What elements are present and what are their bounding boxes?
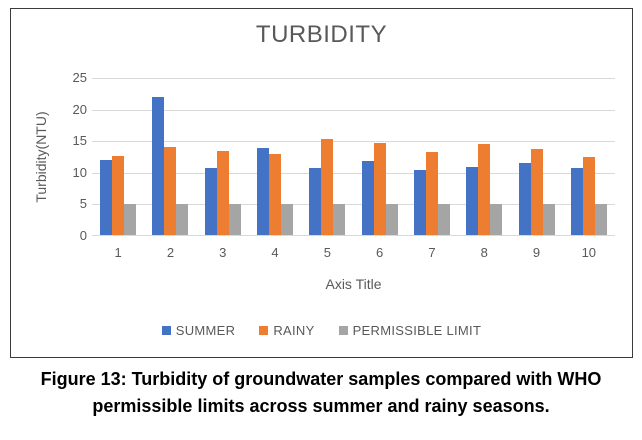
x-tick-label: 2: [166, 245, 175, 260]
plot-area: [92, 78, 615, 236]
x-tick-label: 3: [219, 245, 227, 260]
bar-summer-6: [361, 161, 374, 236]
y-tick-label: 0: [79, 228, 87, 243]
figure-caption: Figure 13: Turbidity of groundwater samp…: [0, 366, 642, 420]
y-axis-title: Turbidity(NTU): [33, 111, 49, 203]
bar-rainy-5: [321, 138, 334, 236]
legend-swatch-icon: [259, 326, 269, 335]
bar-summer-5: [309, 168, 322, 236]
legend-swatch-icon: [161, 326, 171, 335]
bar-rainy-10: [582, 157, 595, 236]
bar-summer-8: [466, 167, 479, 236]
bar-group-10: [563, 78, 615, 236]
bar-permissible-limit-8: [490, 204, 503, 236]
legend-label: RAINY: [273, 323, 315, 338]
bar-summer-2: [152, 96, 165, 236]
x-axis-ticks: 1 2 3 4 5 6 7 8 9 10: [92, 245, 615, 260]
bar-summer-4: [257, 147, 270, 236]
bar-group-3: [197, 78, 249, 236]
bar-permissible-limit-5: [333, 204, 346, 236]
x-axis-title: Axis Title: [325, 276, 382, 292]
x-tick-label: 4: [271, 245, 279, 260]
bar-summer-7: [413, 170, 426, 236]
y-tick-label: 10: [72, 164, 87, 180]
bar-rainy-4: [269, 154, 282, 236]
bar-group-4: [249, 78, 301, 236]
bar-rainy-6: [373, 143, 386, 236]
legend-item-rainy: RAINY: [259, 323, 314, 338]
bar-permissible-limit-9: [542, 204, 555, 236]
bar-group-2: [144, 78, 196, 236]
y-tick-label: 5: [79, 196, 87, 212]
y-axis-ticks: 25 20 15 10 5 0: [55, 71, 87, 243]
gridline: [92, 109, 615, 111]
gridline: [92, 78, 615, 79]
legend-item-permissible-limit: PERMISSIBLE LIMIT: [338, 323, 482, 338]
x-tick-label: 6: [376, 245, 384, 260]
y-tick-label: 15: [72, 133, 87, 149]
bar-rainy-3: [216, 150, 229, 236]
bar-rainy-8: [478, 144, 491, 236]
bar-summer-10: [570, 167, 583, 236]
x-tick-label: 10: [581, 245, 597, 260]
x-tick-label: 5: [323, 245, 331, 260]
bar-group-6: [353, 78, 405, 236]
figure-caption-line-1: Figure 13: Turbidity of groundwater samp…: [40, 369, 602, 389]
bar-permissible-limit-6: [385, 204, 398, 236]
bar-permissible-limit-7: [437, 204, 450, 236]
bar-permissible-limit-2: [176, 204, 189, 236]
bar-group-9: [510, 78, 562, 236]
bar-rainy-7: [425, 151, 438, 236]
x-tick-label: 1: [114, 245, 122, 260]
bar-permissible-limit-4: [281, 204, 294, 236]
chart-title: TURBIDITY: [255, 21, 388, 48]
legend-label: SUMMER: [175, 323, 236, 338]
gridline: [92, 172, 615, 174]
figure-caption-line-2: permissible limits across summer and rai…: [92, 396, 550, 416]
y-tick-label: 25: [72, 70, 87, 85]
bar-group-7: [406, 78, 458, 236]
bar-summer-9: [518, 163, 531, 236]
bar-rainy-2: [164, 146, 177, 236]
bar-rainy-1: [112, 156, 125, 236]
bar-permissible-limit-3: [228, 204, 241, 236]
x-tick-label: 7: [428, 245, 436, 260]
legend-swatch-icon: [338, 326, 348, 335]
x-axis-line: [92, 235, 615, 236]
x-tick-label: 9: [532, 245, 541, 260]
bar-permissible-limit-10: [594, 204, 607, 236]
bar-summer-1: [100, 160, 113, 236]
gridline: [92, 204, 615, 206]
bar-permissible-limit-1: [124, 204, 137, 236]
y-tick-label: 20: [72, 101, 87, 117]
gridline: [92, 141, 615, 143]
x-tick-label: 8: [480, 245, 488, 260]
legend-label: PERMISSIBLE LIMIT: [352, 323, 482, 338]
bar-summer-3: [204, 167, 217, 236]
bar-group-1: [92, 78, 144, 236]
bar-group-5: [301, 78, 353, 236]
legend-item-summer: SUMMER: [161, 323, 236, 338]
chart-legend: SUMMER RAINY PERMISSIBLE LIMIT: [11, 323, 632, 338]
bar-groups: [92, 78, 615, 236]
bar-group-8: [458, 78, 510, 236]
chart-frame: TURBIDITY Turbidity(NTU) 25 20 15 10 5 0 1 2 3 4…: [10, 8, 633, 358]
bar-rainy-9: [530, 149, 543, 236]
